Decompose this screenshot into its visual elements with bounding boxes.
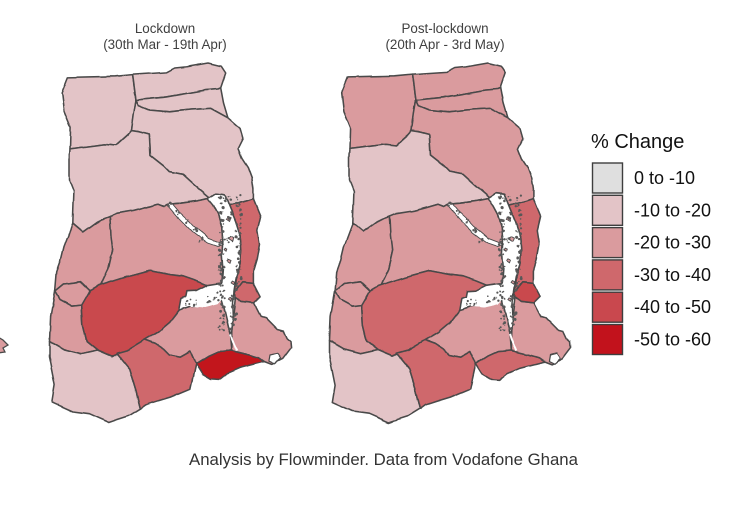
svg-text:Lockdown: Lockdown [135,21,195,36]
svg-text:% Change: % Change [591,131,684,153]
svg-text:(30th Mar - 19th Apr): (30th Mar - 19th Apr) [103,37,227,52]
svg-text:Post-lockdown: Post-lockdown [401,21,488,36]
svg-text:-50 to -60: -50 to -60 [634,330,711,350]
svg-text:-40 to -50: -40 to -50 [634,297,711,317]
svg-text:Analysis by Flowminder. Data f: Analysis by Flowminder. Data from Vodafo… [189,450,579,469]
svg-text:(20th Apr - 3rd May): (20th Apr - 3rd May) [385,37,504,52]
svg-text:-30 to -40: -30 to -40 [634,265,711,285]
svg-text:-10 to -20: -10 to -20 [634,200,711,220]
svg-text:-20 to -30: -20 to -30 [634,233,711,253]
svg-text:0 to -10: 0 to -10 [634,168,695,188]
